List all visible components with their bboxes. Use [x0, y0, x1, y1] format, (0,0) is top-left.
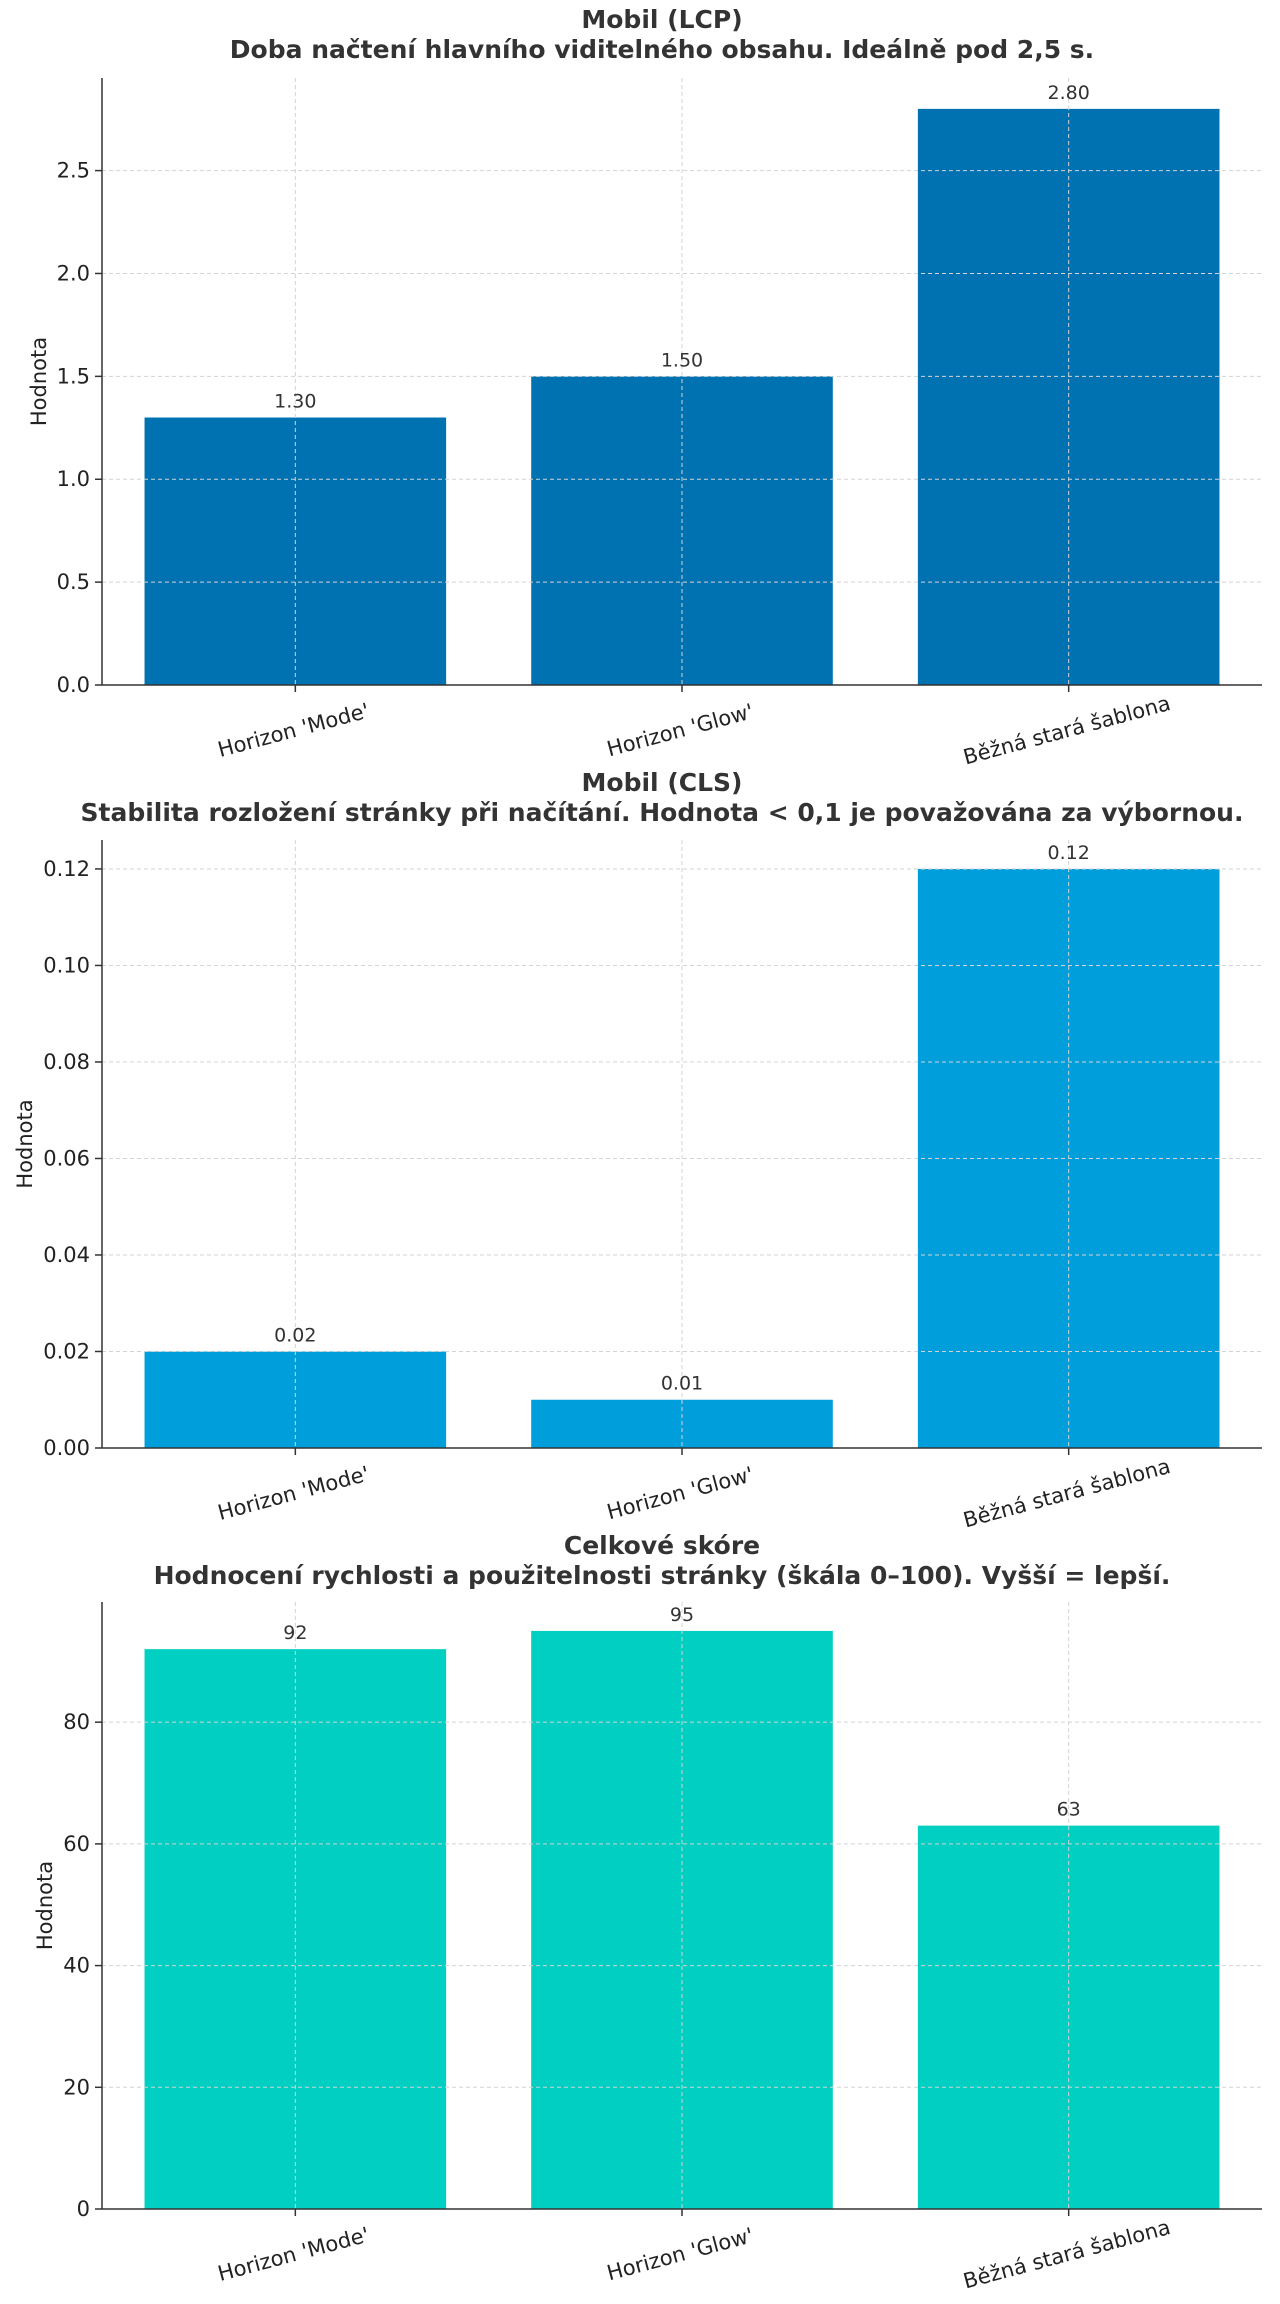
y-tick-label: 0.06 [43, 1146, 90, 1170]
y-tick-label: 1.0 [57, 467, 90, 491]
y-tick-label: 0.12 [43, 857, 90, 881]
y-tick-label: 0.02 [43, 1339, 90, 1363]
y-tick-label: 40 [63, 1954, 90, 1978]
bar-value-label: 0.12 [1048, 842, 1090, 864]
chart-title: Mobil (LCP) [581, 5, 742, 34]
x-tick-label: Horizon 'Glow' [604, 699, 756, 761]
x-tick-label: Běžná stará šablona [961, 1454, 1173, 1532]
chart-subtitle: Doba načtení hlavního viditelného obsahu… [230, 35, 1094, 64]
x-tick-label: Běžná stará šablona [961, 2215, 1173, 2293]
bar-value-label: 0.02 [274, 1324, 316, 1346]
bar-value-label: 2.80 [1048, 82, 1090, 104]
bar [144, 1649, 447, 2209]
bar-value-label: 1.30 [274, 391, 316, 413]
chart-subtitle: Hodnocení rychlosti a použitelnosti strá… [154, 1561, 1171, 1590]
y-tick-label: 0.00 [43, 1436, 90, 1460]
y-axis-title: Hodnota [27, 337, 51, 426]
chart-title: Mobil (CLS) [582, 768, 743, 797]
y-tick-label: 0.10 [43, 953, 90, 977]
x-tick-label: Horizon 'Mode' [215, 1461, 372, 1524]
bar-value-label: 63 [1057, 1799, 1081, 1821]
y-tick-label: 1.5 [57, 364, 90, 388]
y-axis-title: Hodnota [33, 1861, 57, 1950]
bar-value-label: 1.50 [661, 349, 703, 371]
y-tick-label: 60 [63, 1832, 90, 1856]
chart-panel-2: Mobil (CLS)Stabilita rozložení stránky p… [13, 768, 1262, 1532]
y-axis-title: Hodnota [13, 1099, 37, 1188]
x-tick-label: Běžná stará šablona [961, 691, 1173, 769]
chart-subtitle: Stabilita rozložení stránky při načítání… [81, 798, 1244, 827]
chart-panel-1: Mobil (LCP)Doba načtení hlavního viditel… [27, 5, 1262, 769]
y-tick-label: 0.08 [43, 1050, 90, 1074]
y-tick-label: 2.0 [57, 261, 90, 285]
y-tick-label: 2.5 [57, 159, 90, 183]
bar-value-label: 95 [670, 1604, 694, 1626]
chart-title: Celkové skóre [564, 1531, 760, 1560]
bar-value-label: 92 [283, 1622, 307, 1644]
y-tick-label: 20 [63, 2075, 90, 2099]
bar-value-label: 0.01 [661, 1373, 703, 1395]
x-tick-label: Horizon 'Mode' [215, 698, 372, 761]
y-tick-label: 0.5 [57, 570, 90, 594]
x-tick-label: Horizon 'Mode' [215, 2222, 372, 2285]
y-tick-label: 80 [63, 1710, 90, 1734]
y-tick-label: 0.0 [57, 673, 90, 697]
x-tick-label: Horizon 'Glow' [604, 1462, 756, 1524]
y-tick-label: 0 [77, 2197, 90, 2221]
y-tick-label: 0.04 [43, 1243, 90, 1267]
x-tick-label: Horizon 'Glow' [604, 2223, 756, 2285]
